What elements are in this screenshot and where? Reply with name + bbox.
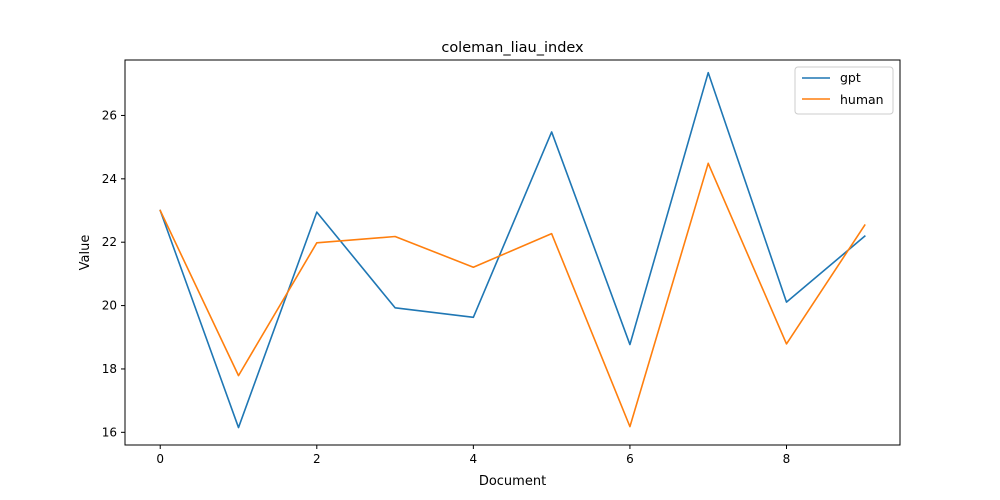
legend-label-gpt: gpt	[840, 70, 861, 85]
series-layer	[159, 71, 866, 429]
x-tick-label: 0	[156, 452, 164, 466]
y-tick-label: 22	[102, 235, 117, 249]
x-tick-label: 4	[470, 452, 478, 466]
x-tick-label: 6	[626, 452, 634, 466]
x-tick-label: 8	[783, 452, 791, 466]
series-line-gpt	[159, 71, 866, 429]
series-line-human	[159, 162, 866, 428]
y-tick-label: 26	[102, 108, 117, 122]
y-axis-ticks: 16 18 20 22 24 26	[102, 108, 125, 439]
x-axis-label: Document	[479, 474, 546, 489]
y-tick-label: 16	[102, 425, 117, 439]
y-axis-label: Value	[78, 235, 93, 271]
x-tick-label: 2	[313, 452, 321, 466]
x-axis-ticks: 0 2 4 6 8	[156, 445, 790, 466]
y-tick-label: 20	[102, 299, 117, 313]
chart-title: coleman_liau_index	[441, 40, 584, 56]
legend: gpt human	[794, 66, 894, 115]
legend-label-human: human	[840, 92, 884, 107]
y-tick-label: 24	[102, 172, 117, 186]
plot-frame	[124, 59, 901, 446]
plot-area	[125, 60, 900, 445]
y-tick-label: 18	[102, 362, 117, 376]
